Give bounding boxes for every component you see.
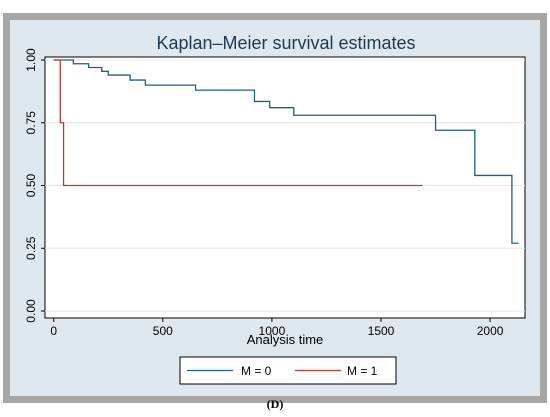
y-tick-label: 0.50 <box>24 173 38 197</box>
y-tick-label: 0.25 <box>24 236 38 260</box>
x-tick-label: 500 <box>153 324 173 338</box>
axes: 0.00 0.25 0.50 0.75 1.00 0 500 1000 1500 2000 <box>24 48 504 338</box>
x-tick-label: 2000 <box>477 324 504 338</box>
chart-title: Kaplan–Meier survival estimates <box>156 33 415 53</box>
x-axis-label: Analysis time <box>247 332 324 347</box>
x-tick-label: 1500 <box>368 324 395 338</box>
y-tick-label: 0.00 <box>24 299 38 323</box>
legend-label-m1: M = 1 <box>347 364 378 378</box>
x-tick-label: 0 <box>50 324 57 338</box>
y-tick-label: 0.75 <box>24 111 38 135</box>
km-curve-m0 <box>53 59 519 244</box>
survival-curves <box>53 59 519 244</box>
legend: M = 0 M = 1 <box>179 356 397 385</box>
legend-label-m0: M = 0 <box>241 364 272 378</box>
y-tick-label: 1.00 <box>24 48 38 72</box>
plot-area <box>44 56 526 319</box>
x-tick-label: 1000 <box>259 324 286 338</box>
figure-caption: (D) <box>266 397 284 411</box>
km-curve-m1 <box>53 59 423 187</box>
